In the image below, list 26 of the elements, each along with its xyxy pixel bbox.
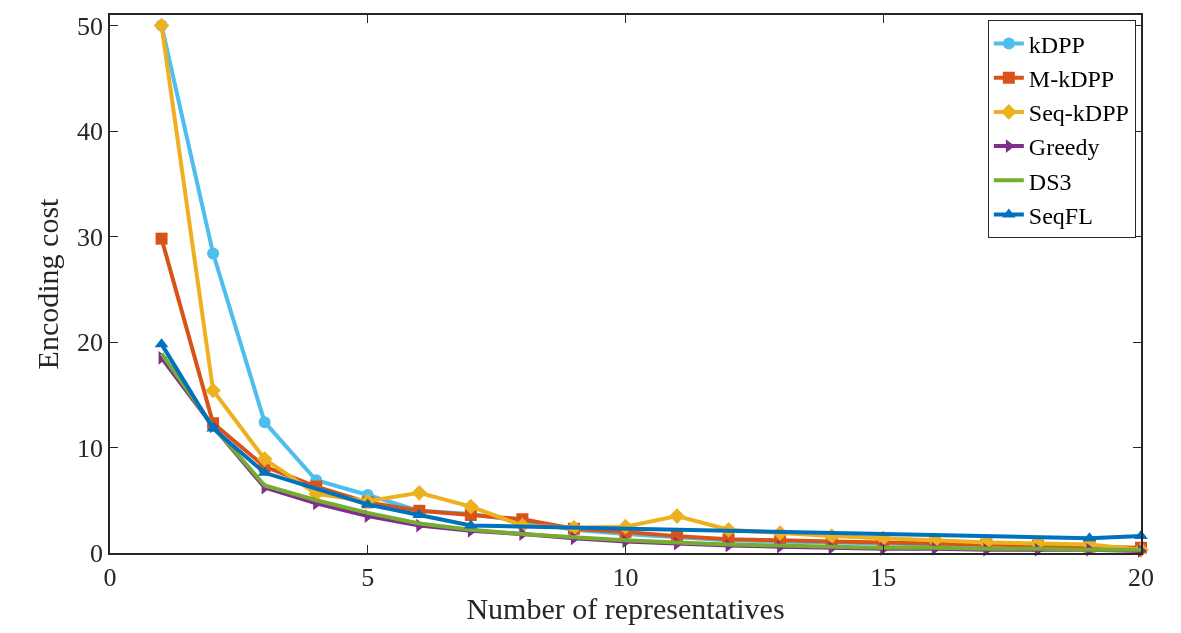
legend-label: Seq-kDPP <box>1028 100 1129 127</box>
point <box>256 451 273 467</box>
point <box>411 485 428 501</box>
point <box>205 382 221 399</box>
point <box>207 247 220 260</box>
point <box>669 508 685 524</box>
point <box>258 416 271 429</box>
x-tick-label: 10 <box>612 562 639 592</box>
legend-label: SeqFL <box>1028 202 1093 229</box>
x-tick-label: 15 <box>870 562 897 592</box>
point <box>155 232 168 245</box>
legend-label: DS3 <box>1028 168 1072 195</box>
point <box>463 498 479 515</box>
legend-label: M-kDPP <box>1028 66 1115 93</box>
y-tick-label: 20 <box>77 328 104 358</box>
x-tick-label: 20 <box>1128 562 1154 592</box>
y-axis-title: Encoding cost <box>30 197 64 370</box>
x-tick-label: 5 <box>361 562 375 592</box>
y-tick-label: 50 <box>77 11 104 41</box>
legend-label: Greedy <box>1028 134 1100 161</box>
y-tick-label: 30 <box>77 222 104 252</box>
y-tick-label: 40 <box>77 117 104 147</box>
y-tick-label: 10 <box>77 433 104 463</box>
x-axis-title: Number of representatives <box>466 591 785 625</box>
legend-label: kDPP <box>1028 31 1085 58</box>
y-tick-label: 0 <box>90 539 104 569</box>
